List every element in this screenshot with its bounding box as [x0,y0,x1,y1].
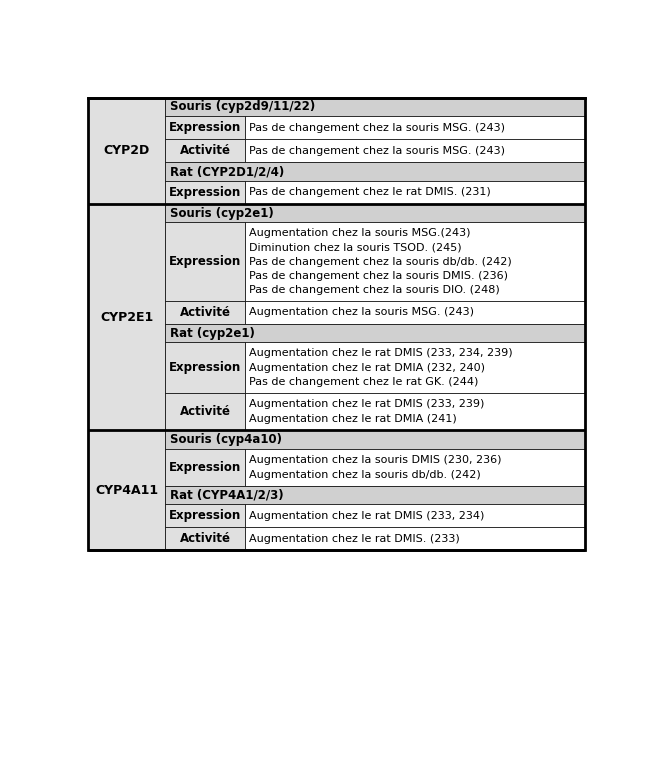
Bar [166,485,585,504]
Bar [245,223,585,301]
Text: Rat (cyp2e1): Rat (cyp2e1) [170,327,255,340]
Text: Augmentation chez le rat DMIA (241): Augmentation chez le rat DMIA (241) [250,414,457,424]
Text: Souris (cyp4a10): Souris (cyp4a10) [170,433,282,446]
Bar [245,393,585,431]
Text: Pas de changement chez la souris db/db. (242): Pas de changement chez la souris db/db. … [250,257,512,267]
Bar [166,223,245,301]
Bar [166,139,245,162]
Bar [166,98,585,116]
Text: Diminution chez la souris TSOD. (245): Diminution chez la souris TSOD. (245) [250,242,462,252]
Text: Expression: Expression [169,186,241,199]
Text: Expression: Expression [169,461,241,474]
Bar [166,527,245,550]
Text: Expression: Expression [169,361,241,374]
Text: Augmentation chez le rat DMIA (232, 240): Augmentation chez le rat DMIA (232, 240) [250,363,486,373]
Text: Souris (cyp2d9/11/22): Souris (cyp2d9/11/22) [170,101,315,114]
Bar [245,527,585,550]
Text: Pas de changement chez la souris MSG. (243): Pas de changement chez la souris MSG. (2… [250,146,505,155]
Text: CYP2D: CYP2D [104,144,150,157]
Text: Augmentation chez le rat DMIS. (233): Augmentation chez le rat DMIS. (233) [250,534,460,544]
Text: CYP4A11: CYP4A11 [95,484,158,497]
Text: Pas de changement chez le rat DMIS. (231): Pas de changement chez le rat DMIS. (231… [250,187,491,197]
Text: Augmentation chez le rat DMIS (233, 234, 239): Augmentation chez le rat DMIS (233, 234,… [250,348,513,358]
Bar [245,116,585,139]
Bar [88,98,585,550]
Bar [245,139,585,162]
Bar [245,504,585,527]
Bar [166,504,245,527]
Text: Augmentation chez la souris MSG.(243): Augmentation chez la souris MSG.(243) [250,229,471,239]
Bar [166,162,585,181]
Text: Augmentation chez le rat DMIS (233, 234): Augmentation chez le rat DMIS (233, 234) [250,511,485,520]
Text: Pas de changement chez le rat GK. (244): Pas de changement chez le rat GK. (244) [250,377,479,387]
Text: Activité: Activité [179,533,231,546]
Bar [166,324,585,342]
Text: Augmentation chez la souris MSG. (243): Augmentation chez la souris MSG. (243) [250,307,474,318]
Text: Rat (CYP2D1/2/4): Rat (CYP2D1/2/4) [170,165,284,178]
Text: Augmentation chez le rat DMIS (233, 239): Augmentation chez le rat DMIS (233, 239) [250,399,485,409]
Text: Activité: Activité [179,306,231,319]
Bar [166,342,245,393]
Bar [166,449,245,485]
Text: Pas de changement chez la souris MSG. (243): Pas de changement chez la souris MSG. (2… [250,123,505,133]
Text: Augmentation chez la souris db/db. (242): Augmentation chez la souris db/db. (242) [250,469,481,479]
Bar [88,431,166,550]
Bar [166,393,245,431]
Bar [245,342,585,393]
Text: Expression: Expression [169,121,241,134]
Text: Pas de changement chez la souris DIO. (248): Pas de changement chez la souris DIO. (2… [250,285,500,295]
Bar [245,181,585,204]
Bar [166,181,245,204]
Text: Activité: Activité [179,405,231,418]
Text: Activité: Activité [179,144,231,157]
Text: Augmentation chez la souris DMIS (230, 236): Augmentation chez la souris DMIS (230, 2… [250,455,502,465]
Text: Souris (cyp2e1): Souris (cyp2e1) [170,207,274,219]
Bar [245,301,585,324]
Text: Rat (CYP4A1/2/3): Rat (CYP4A1/2/3) [170,488,284,501]
Bar [245,449,585,485]
Text: Expression: Expression [169,509,241,522]
Bar [166,116,245,139]
Bar [166,204,585,223]
Text: Pas de changement chez la souris DMIS. (236): Pas de changement chez la souris DMIS. (… [250,271,509,280]
Bar [88,98,166,204]
Bar [166,301,245,324]
Text: Expression: Expression [169,255,241,268]
Text: CYP2E1: CYP2E1 [101,311,154,324]
Bar [166,431,585,449]
Bar [88,204,166,431]
